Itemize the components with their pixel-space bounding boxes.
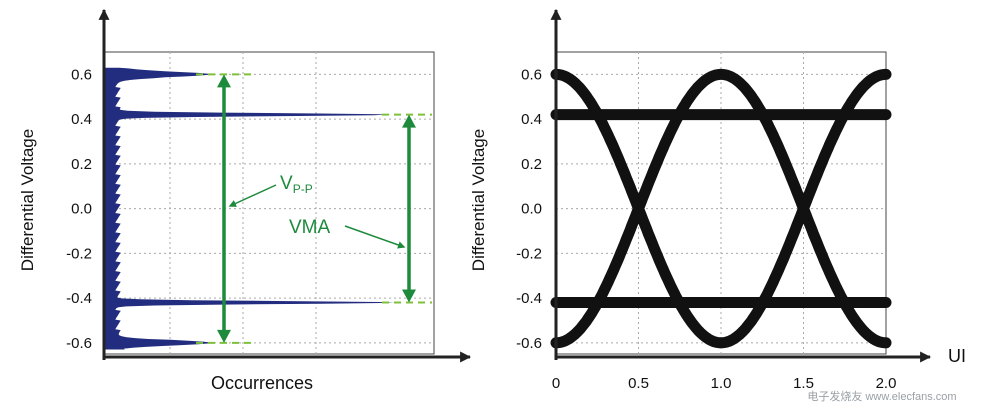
rising-edge-last [798,68,892,215]
falling-edge-last [798,203,892,349]
y-tick-label: 0.0 [71,201,92,218]
vma-leader-line [344,225,406,249]
histogram-x-axis-label: Occurrences [211,373,313,393]
eye-y-ticks: 0.6 0.4 0.2 0.0 -0.2 -0.4 -0.6 [516,66,542,351]
vma-arrow-head-bottom [402,289,416,303]
eye-traces [550,68,892,349]
eye-x-axis-label: UI [948,346,966,366]
x-tick-label: 2.0 [876,375,897,392]
x-tick-label: 0 [552,375,560,392]
histogram-y-axis-label: Differential Voltage [18,129,37,271]
vpp-label-main: V [280,173,293,194]
vpp-arrow-head-bottom [217,329,231,343]
y-tick-label: 0.0 [521,201,542,218]
vma-label: VMA [289,217,331,238]
y-tick-label: -0.4 [516,290,542,307]
y-tick-label: -0.4 [66,290,92,307]
y-tick-label: 0.2 [71,156,92,173]
y-tick-label: 0.2 [521,156,542,173]
eye-y-axis-label: Differential Voltage [469,129,488,271]
y-tick-label: -0.6 [516,335,542,352]
y-tick-label: 0.4 [71,111,92,128]
y-tick-label: 0.6 [521,66,542,83]
histogram-y-ticks: 0.6 0.4 0.2 0.0 -0.2 -0.4 -0.6 [66,66,92,351]
measurement-arrows [217,74,416,343]
y-tick-label: -0.2 [516,245,542,262]
x-tick-label: 0.5 [628,375,649,392]
x-tick-label: 1.0 [711,375,732,392]
y-tick-label: -0.2 [66,245,92,262]
falling-edge-first [550,68,644,215]
vpp-label: VP-P [280,173,313,196]
vma-arrow-head-top [402,114,416,128]
histogram-plot-area [103,51,435,355]
low-pulse-arc [633,203,809,349]
vpp-arrow-head-top [217,74,231,88]
y-tick-label: 0.4 [521,111,542,128]
watermark: 电子发烧友 www.elecfans.com [807,389,956,403]
histogram-chart: 0.6 0.4 0.2 0.0 -0.2 -0.4 -0.6 Differential Vo… [18,8,472,393]
vpp-leader-line [228,184,277,207]
high-pulse-arc [633,68,809,215]
vpp-label-subscript: P-P [293,182,313,196]
eye-x-ticks: 0 0.5 1.0 1.5 2.0 [552,375,897,392]
rising-edge-first [550,203,644,349]
x-tick-label: 1.5 [793,375,814,392]
y-tick-label: 0.6 [71,66,92,83]
y-tick-label: -0.6 [66,335,92,352]
eye-diagram-chart: 0.6 0.4 0.2 0.0 -0.2 -0.4 -0.6 0 0.5 1.0 1.5 2.0 D… [469,8,966,392]
